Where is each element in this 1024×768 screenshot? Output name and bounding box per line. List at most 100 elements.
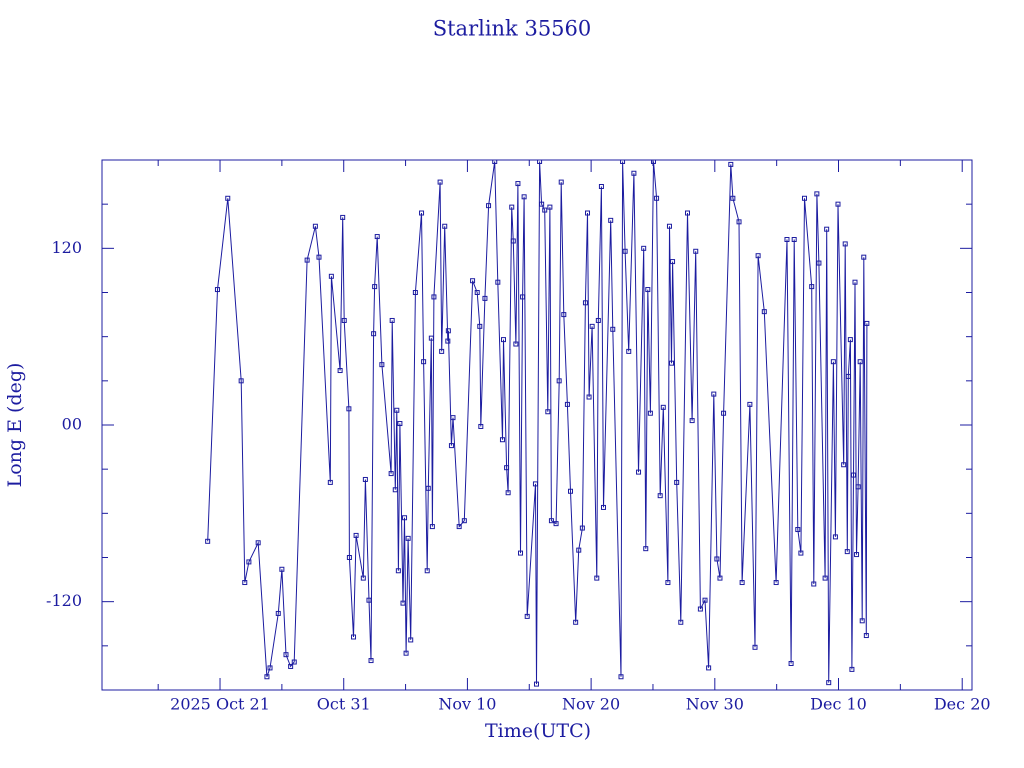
data-point	[371, 331, 377, 337]
data-point	[620, 160, 626, 164]
data-point	[595, 317, 601, 323]
data-point	[439, 348, 445, 354]
data-point	[564, 401, 570, 407]
data-point	[267, 665, 273, 671]
data-point	[351, 634, 357, 640]
data-point	[747, 401, 753, 407]
data-point	[353, 532, 359, 538]
data-point	[784, 237, 790, 242]
data-point	[346, 555, 352, 560]
data-point	[654, 195, 660, 201]
data-point	[814, 191, 820, 197]
x-tick-label: Nov 30	[686, 695, 744, 714]
data-point	[645, 287, 651, 293]
data-point	[255, 540, 261, 546]
data-point	[841, 462, 847, 468]
data-point	[660, 404, 666, 410]
data-point	[702, 597, 708, 603]
data-point	[374, 234, 380, 240]
data-point	[504, 465, 510, 471]
data-point	[844, 549, 850, 555]
data-point	[830, 359, 836, 365]
data-point	[238, 378, 244, 384]
data-point	[495, 279, 501, 285]
data-point	[456, 524, 462, 530]
data-point	[608, 217, 614, 223]
data-point	[736, 219, 742, 225]
data-point	[728, 161, 734, 167]
data-point	[532, 481, 538, 487]
data-point	[556, 378, 562, 384]
data-point	[545, 409, 551, 415]
data-point	[474, 290, 480, 295]
y-axis-label: Long E (deg)	[4, 363, 26, 488]
data-point	[510, 238, 516, 244]
data-point	[861, 254, 867, 260]
data-point	[478, 423, 484, 429]
data-point	[425, 485, 431, 491]
data-point	[647, 410, 653, 416]
data-point	[791, 237, 797, 242]
data-point	[622, 248, 628, 254]
data-point	[405, 535, 411, 541]
data-point	[225, 195, 231, 201]
data-point	[568, 488, 574, 494]
data-point	[389, 317, 395, 323]
chart-title: Starlink 35560	[433, 17, 592, 41]
data-point	[524, 613, 530, 619]
data-point	[533, 681, 539, 687]
data-point	[678, 619, 684, 625]
data-point	[372, 284, 378, 290]
data-point	[553, 521, 559, 527]
data-point	[518, 550, 524, 556]
data-point	[360, 575, 366, 581]
data-point	[431, 294, 437, 300]
data-point	[366, 597, 372, 603]
data-point	[849, 666, 855, 672]
data-point	[697, 606, 703, 612]
data-point	[586, 394, 592, 400]
data-point	[674, 479, 680, 485]
data-point	[448, 443, 454, 449]
data-point	[706, 665, 712, 671]
y-tick-label: 120	[51, 238, 82, 257]
data-point	[520, 294, 526, 300]
data-point	[362, 476, 368, 482]
data-point	[242, 580, 248, 586]
data-point	[684, 210, 690, 216]
data-point	[283, 652, 289, 658]
data-point	[442, 223, 448, 229]
data-point	[379, 362, 385, 368]
data-point	[636, 469, 642, 475]
x-tick-label: Nov 20	[562, 695, 620, 714]
data-point	[429, 524, 435, 530]
data-point	[395, 568, 401, 574]
data-point	[600, 504, 606, 510]
data-point	[328, 273, 334, 279]
data-point	[773, 580, 779, 586]
data-point	[598, 184, 604, 189]
data-point	[693, 248, 699, 254]
data-point	[445, 338, 451, 344]
data-point	[424, 568, 430, 574]
data-point	[666, 223, 672, 229]
data-point	[669, 360, 675, 366]
data-point	[576, 547, 582, 553]
data-point	[822, 575, 828, 581]
data-point	[835, 201, 841, 207]
data-point	[854, 552, 860, 558]
data-point	[801, 195, 807, 201]
data-point	[275, 610, 281, 616]
data-point	[864, 320, 870, 326]
data-point	[558, 179, 564, 185]
data-point	[594, 575, 600, 581]
data-point	[859, 618, 865, 624]
data-point	[816, 260, 822, 266]
data-point	[513, 341, 519, 347]
x-tick-label: Dec 20	[934, 695, 991, 714]
data-point	[412, 290, 418, 295]
data-point	[857, 359, 863, 365]
data-point	[579, 525, 585, 531]
data-point	[312, 223, 318, 229]
